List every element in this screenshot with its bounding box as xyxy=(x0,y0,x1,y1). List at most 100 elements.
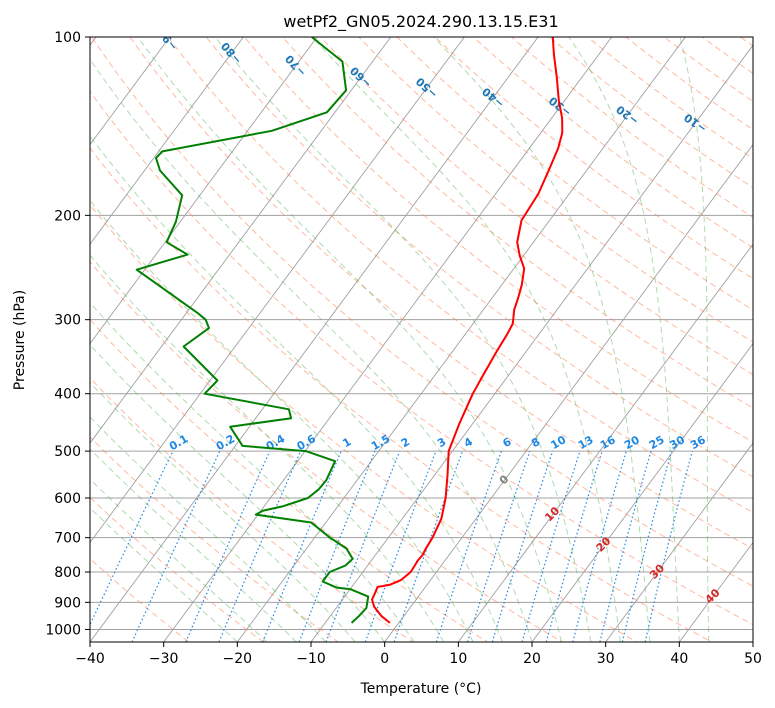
isotherm-line xyxy=(678,541,753,642)
moist-adiabat-line xyxy=(433,37,651,642)
mixing-ratio-line xyxy=(218,450,302,642)
moist-adiabat-line xyxy=(90,381,356,642)
x-tick-label: 50 xyxy=(744,651,762,667)
moist-adiabat-line xyxy=(90,58,533,642)
isotherm-line xyxy=(90,37,465,544)
moist-adiabat-line xyxy=(90,301,415,642)
dry-adiabat-label: −20 xyxy=(614,102,642,127)
mixing-ratio-line xyxy=(435,450,502,642)
mixing-ratio-line xyxy=(364,450,437,642)
dry-adiabat-line xyxy=(91,37,753,587)
moist-adiabat-line xyxy=(90,416,327,642)
dry-adiabat-label: −50 xyxy=(413,74,440,100)
isotherm-line xyxy=(752,641,753,642)
mixing-ratio-label: 20 xyxy=(622,433,642,452)
mixing-ratio-label: 2 xyxy=(399,435,412,450)
isotherm-line xyxy=(236,37,686,642)
mixing-ratio-line xyxy=(466,450,531,642)
isotherm-line xyxy=(90,37,244,245)
moist-adiabat-line xyxy=(90,254,445,642)
y-tick-label: 600 xyxy=(54,491,81,507)
x-tick-label: −30 xyxy=(149,651,179,667)
y-tick-label: 1000 xyxy=(45,622,81,638)
mixing-ratio-line xyxy=(644,450,693,642)
moist-adiabat-line xyxy=(137,37,562,642)
isotherm-line xyxy=(310,44,753,642)
y-tick-label: 800 xyxy=(54,565,81,581)
moist-adiabat-line xyxy=(679,37,710,642)
x-tick-label: −10 xyxy=(296,651,326,667)
x-axis-label: Temperature (°C) xyxy=(360,681,482,697)
moist-adiabat-line xyxy=(90,344,386,642)
dry-adiabat-line xyxy=(167,37,753,514)
moist-adiabat-line xyxy=(214,37,592,642)
dry-adiabat-line xyxy=(90,261,564,642)
plot-frame xyxy=(89,36,754,643)
mixing-ratio-label: 13 xyxy=(576,433,596,452)
temperature-profile-line xyxy=(371,37,564,624)
y-tick-label: 500 xyxy=(54,444,81,460)
x-tick-label: −20 xyxy=(223,651,253,667)
moist-adiabat-line xyxy=(568,37,680,642)
dry-adiabat-line xyxy=(90,318,489,642)
moist-adiabat-line xyxy=(311,37,621,642)
dry-adiabat-line xyxy=(90,90,753,626)
dry-adiabat-label: −70 xyxy=(283,52,309,79)
dewpoint-profile-line xyxy=(135,37,370,624)
dry-adiabat-line xyxy=(90,496,265,642)
axis-ticks: −40 −30 −20 −10 0 10 20 30 40 5010020030040050060… xyxy=(45,30,762,667)
y-tick-label: 700 xyxy=(54,531,81,547)
dry-adiabat-label: −60 xyxy=(347,64,374,91)
mixing-ratio-label: 36 xyxy=(688,433,708,452)
isotherm-line xyxy=(457,243,753,642)
moist-adiabat-line xyxy=(90,199,474,642)
mixing-ratio-line xyxy=(90,450,174,627)
mixing-ratio-label: 25 xyxy=(647,433,667,452)
x-tick-label: −40 xyxy=(75,651,105,667)
mixing-ratio-line xyxy=(521,450,581,642)
x-tick-label: 0 xyxy=(380,651,389,667)
moist-adiabat-label: 30 xyxy=(647,561,667,581)
dry-adiabat-line xyxy=(281,37,753,409)
mixing-ratio-line xyxy=(545,450,603,642)
mixing-ratio-line xyxy=(599,450,652,642)
dry-adiabat-line xyxy=(243,37,753,443)
y-axis-label: Pressure (hPa) xyxy=(12,290,28,390)
chart-title: wetPf2_GN05.2024.290.13.15.E31 xyxy=(283,12,558,32)
mixing-ratio-label: 8 xyxy=(529,435,542,450)
mixing-ratio-line xyxy=(572,450,627,642)
x-tick-label: 10 xyxy=(449,651,467,667)
isotherm-line xyxy=(163,37,613,642)
dry-adiabat-line xyxy=(358,37,753,343)
moist-adiabat-label: 10 xyxy=(542,504,562,524)
mixing-ratio-line xyxy=(621,450,673,642)
y-tick-label: 100 xyxy=(54,30,81,46)
mixing-ratio-line xyxy=(185,450,271,642)
isotherm-line xyxy=(531,342,753,642)
mixing-ratio-line xyxy=(393,450,464,642)
moist-adiabat-line xyxy=(90,478,268,642)
background-lines xyxy=(90,37,753,642)
y-tick-label: 400 xyxy=(54,387,81,403)
dry-adiabat-line xyxy=(90,436,340,642)
dry-adiabat-label: −10 xyxy=(681,110,709,135)
x-tick-label: 20 xyxy=(523,651,541,667)
y-tick-label: 900 xyxy=(54,595,81,611)
mixing-ratio-label: 10 xyxy=(548,433,568,452)
mixing-ratio-label: 0.2 xyxy=(214,432,237,453)
mixing-ratio-label: 6 xyxy=(501,435,514,450)
moist-adiabat-line xyxy=(90,507,238,642)
isotherm-line xyxy=(90,37,392,444)
isotherm-line xyxy=(90,37,171,146)
isotherm-line xyxy=(90,37,539,642)
isotherm-line xyxy=(384,143,753,642)
y-tick-label: 200 xyxy=(54,208,81,224)
mixing-ratio-label: 1 xyxy=(340,435,353,450)
moist-adiabat-label: 40 xyxy=(703,586,723,606)
x-tick-label: 40 xyxy=(670,651,688,667)
moist-adiabat-line xyxy=(90,448,297,642)
dry-adiabat-line xyxy=(205,37,753,478)
dry-adiabat-line xyxy=(90,147,713,642)
dry-adiabat-line xyxy=(319,37,753,376)
